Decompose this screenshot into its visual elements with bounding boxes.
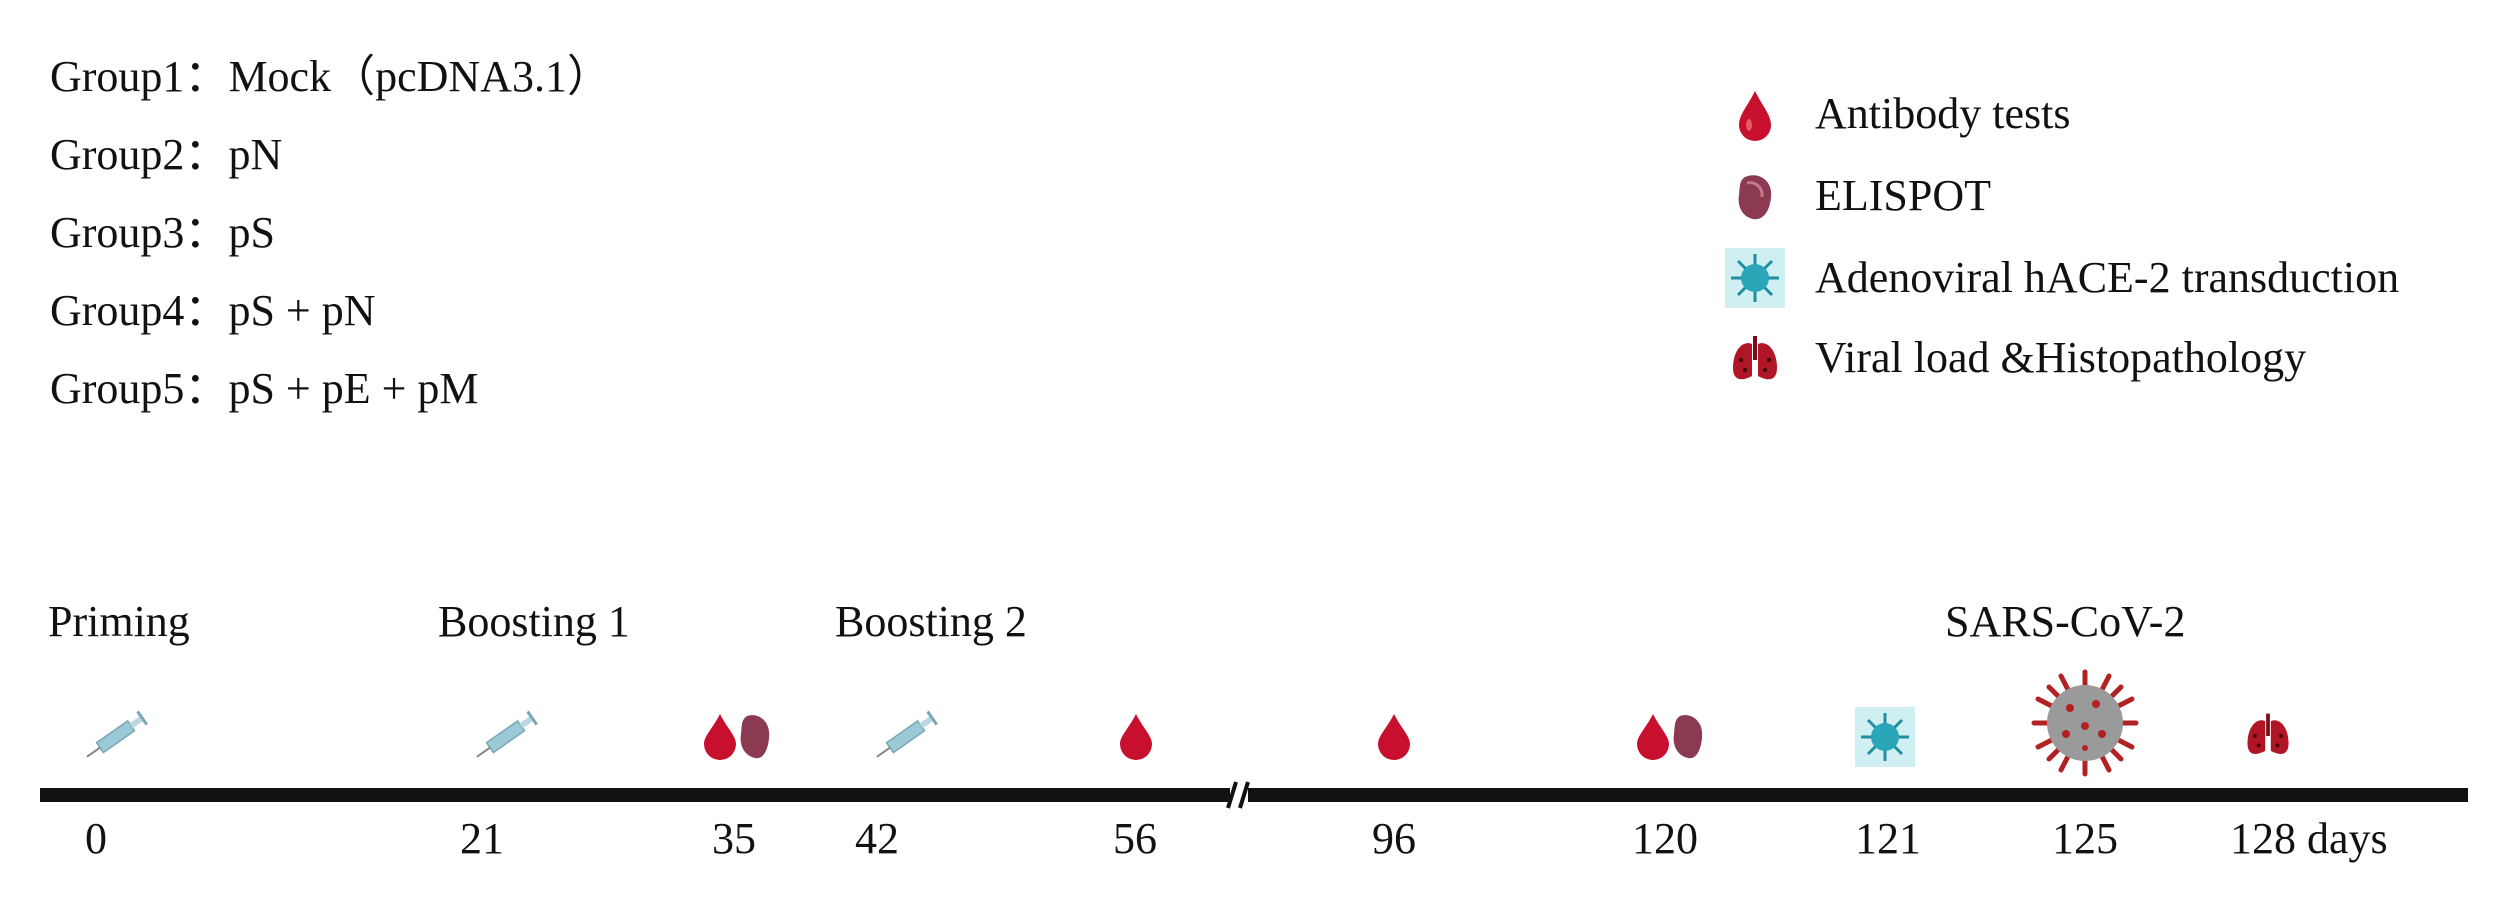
- coronavirus-icon: [2031, 669, 2139, 777]
- spleen-icon: [1738, 175, 1772, 220]
- group-label: Group1：: [50, 52, 229, 101]
- phase-label-boosting-2: Boosting 2: [835, 597, 1027, 646]
- legend-label: Adenoviral hACE-2 transduction: [1815, 253, 2400, 302]
- blood-drop-icon: [1637, 714, 1669, 760]
- group-row: Group4：pS + pN: [50, 289, 376, 333]
- syringe-icon: [876, 710, 938, 758]
- group-label: Group5：: [50, 364, 229, 413]
- group-treatment: Mock（pcDNA3.1）: [228, 52, 611, 101]
- timeline-bar-segment-2: [1248, 788, 2468, 802]
- virus-particle-icon: [1725, 248, 1785, 308]
- phase-label-boosting-1: Boosting 1: [438, 597, 630, 646]
- blood-drop-icon: [704, 714, 736, 760]
- syringe-icon: [476, 710, 538, 758]
- day-label: 42: [855, 814, 899, 863]
- day-label: 0: [85, 814, 107, 863]
- day-label: 125: [2052, 814, 2118, 863]
- legend-label: Viral load &Histopathology: [1815, 333, 2307, 382]
- group-row: Group3：pS: [50, 211, 275, 255]
- day-label: 120: [1632, 814, 1698, 863]
- group-label: Group4：: [50, 286, 229, 335]
- group-treatment: pS: [228, 208, 275, 257]
- timeline-break: [1226, 781, 1250, 809]
- group-label: Group3：: [50, 208, 229, 257]
- blood-drop-icon: [1739, 91, 1771, 141]
- blood-drop-icon: [1120, 714, 1152, 760]
- group-treatment: pN: [228, 130, 283, 179]
- day-label: 21: [460, 814, 504, 863]
- spleen-icon: [1673, 715, 1703, 759]
- group-row: Group5：pS + pE + pM: [50, 367, 479, 411]
- phase-label-priming: Priming: [48, 597, 190, 646]
- group-label: Group2：: [50, 130, 229, 179]
- spleen-icon: [740, 715, 770, 759]
- day-label: 35: [712, 814, 756, 863]
- group-row: Group2：pN: [50, 133, 282, 177]
- syringe-icon: [86, 710, 148, 758]
- group-row: Group1：Mock（pcDNA3.1）: [50, 55, 611, 99]
- day-label: 121: [1855, 814, 1921, 863]
- day-label: 128 days: [2230, 814, 2388, 863]
- phase-label-challenge: SARS-CoV-2: [1945, 597, 2186, 646]
- virus-particle-icon: [1855, 707, 1915, 767]
- group-treatment: pS + pN: [228, 286, 376, 335]
- day-label: 96: [1372, 814, 1416, 863]
- group-treatment: pS + pE + pM: [228, 364, 479, 413]
- lungs-icon: [2247, 713, 2289, 754]
- lungs-icon: [1733, 336, 1777, 380]
- timeline-bar-segment-1: [40, 788, 1230, 802]
- legend-label: Antibody tests: [1815, 89, 2071, 138]
- blood-drop-icon: [1378, 714, 1410, 760]
- day-label: 56: [1113, 814, 1157, 863]
- legend-label: ELISPOT: [1815, 171, 1991, 220]
